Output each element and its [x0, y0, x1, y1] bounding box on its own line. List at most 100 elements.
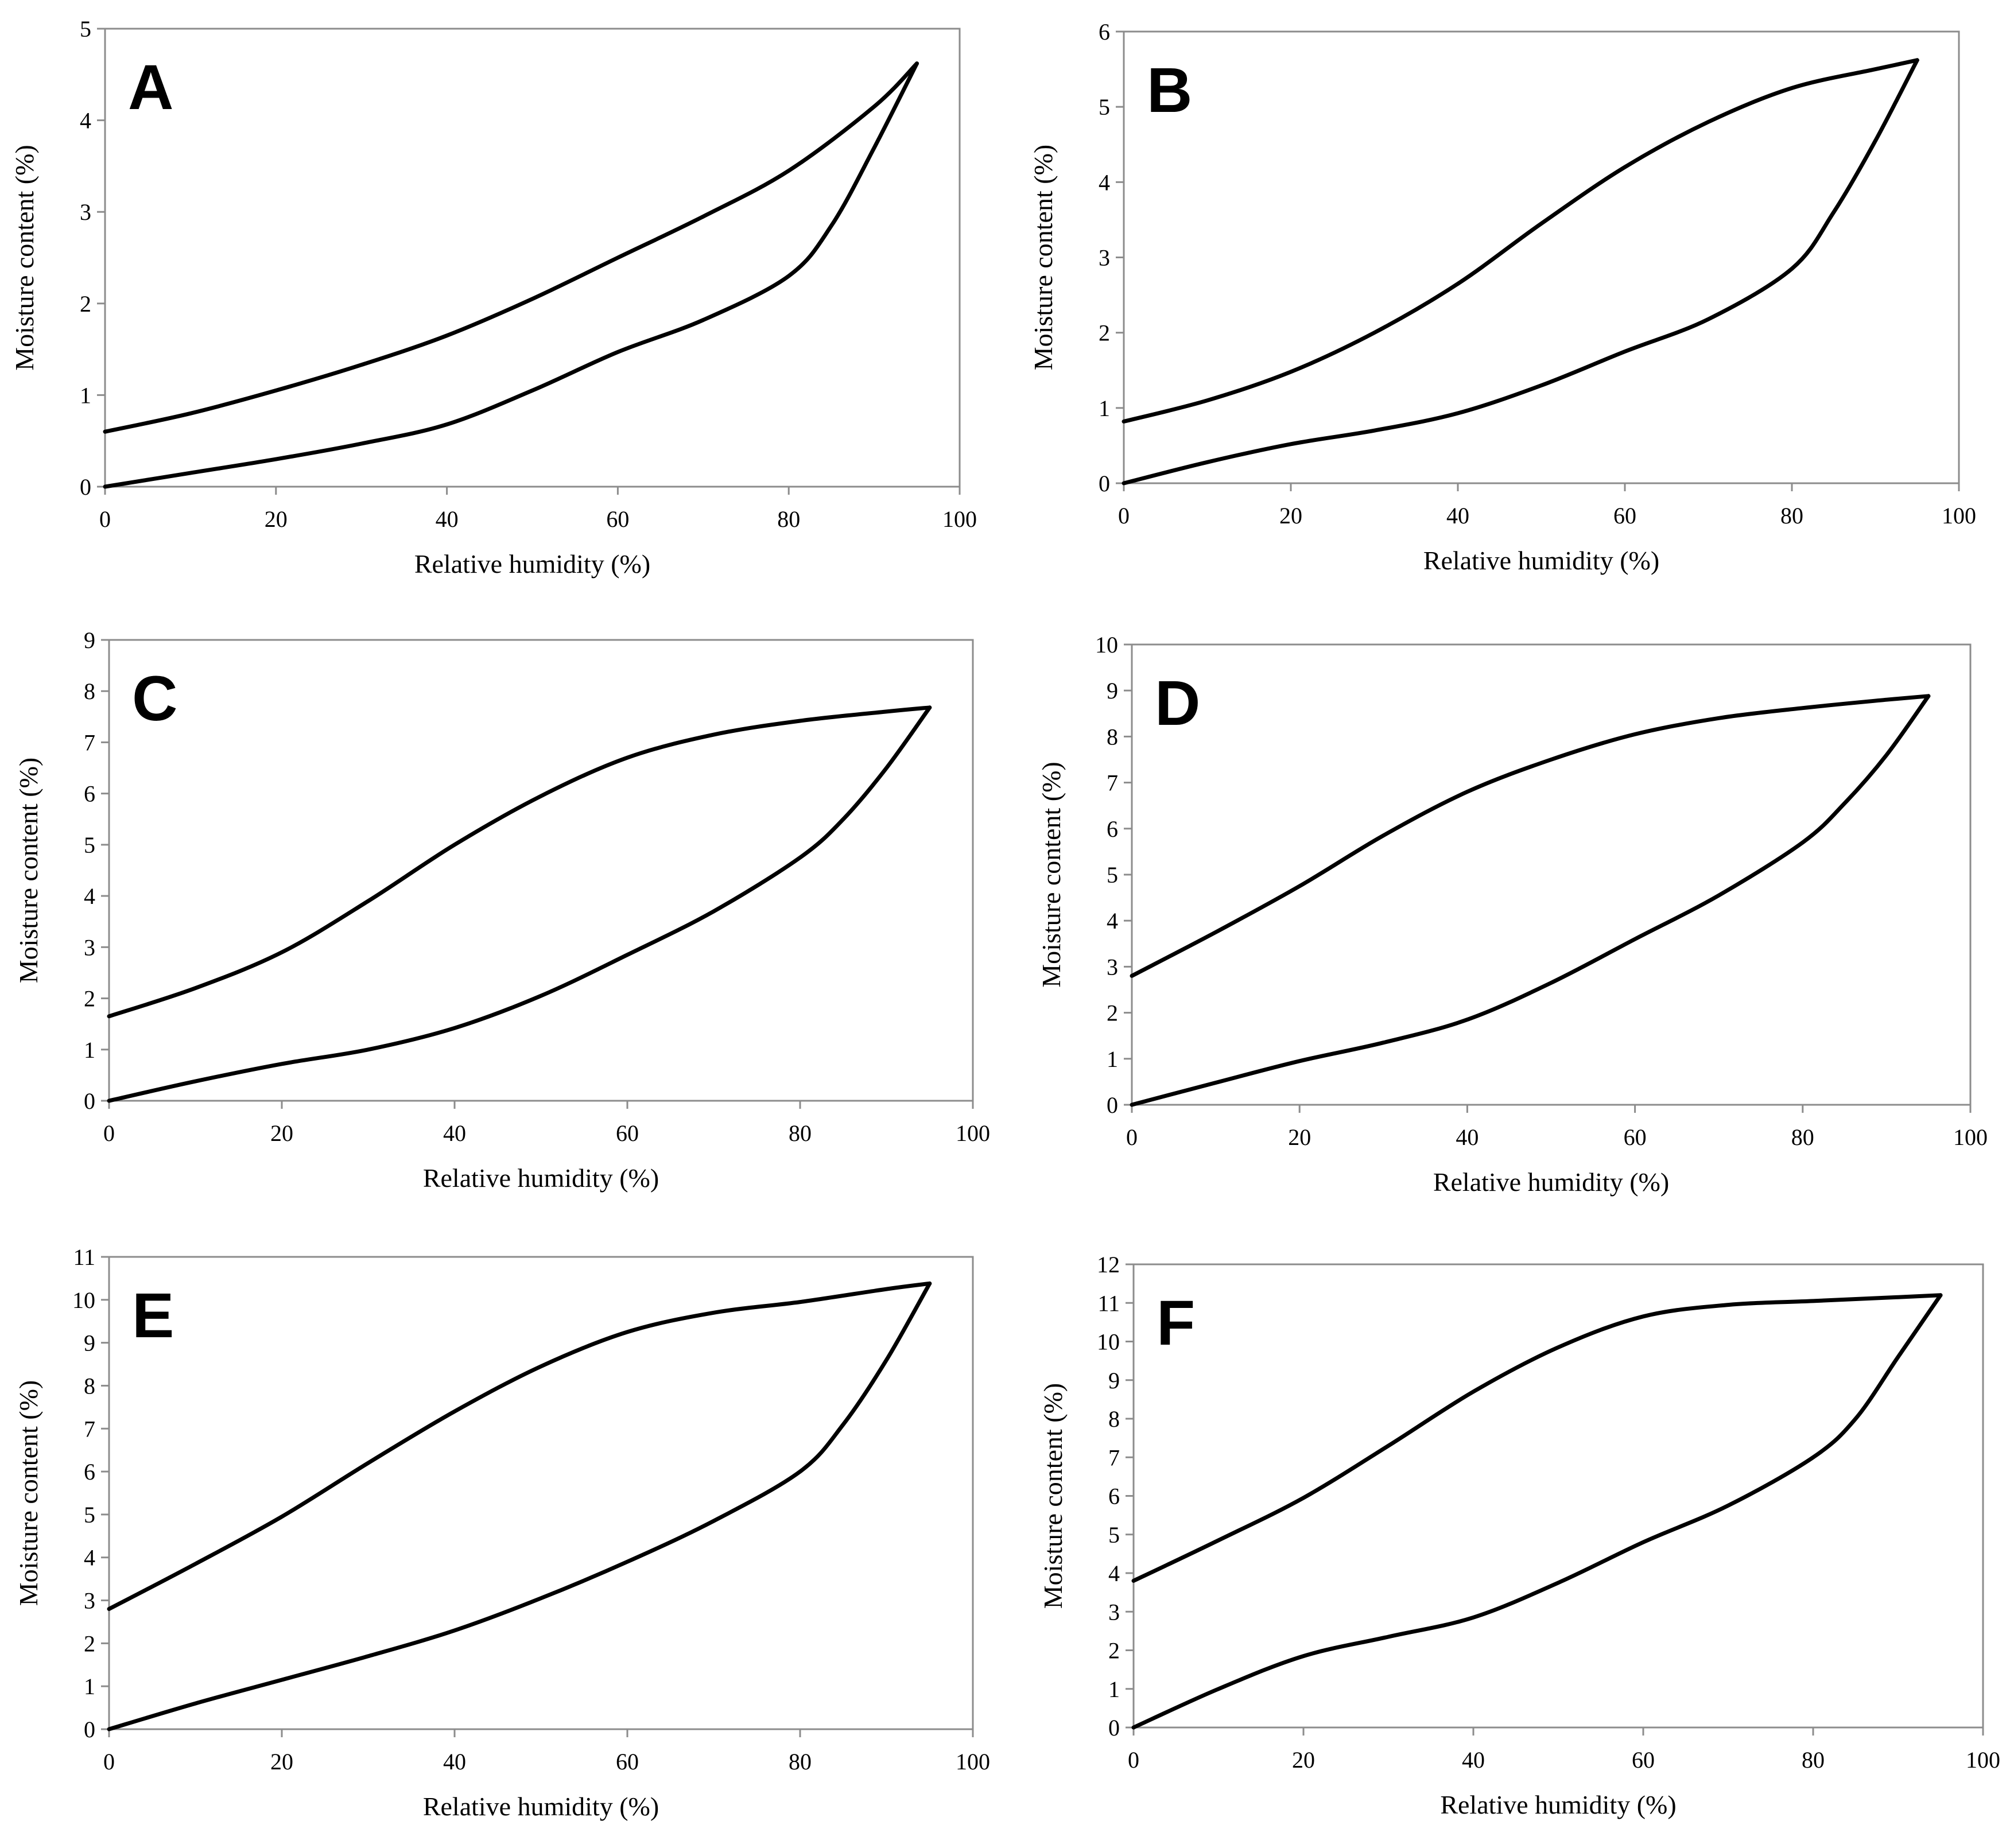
x-tick-label: 20: [270, 1120, 293, 1146]
y-tick-label: 3: [1108, 1599, 1120, 1625]
y-tick-label: 1: [84, 1037, 95, 1063]
x-tick-label: 40: [443, 1120, 466, 1146]
plot-area-frame: [1131, 643, 1972, 1106]
panel-label: E: [132, 1280, 174, 1351]
panel-label: F: [1157, 1288, 1195, 1358]
y-tick-label: 5: [1107, 862, 1118, 888]
panel-e: 0 1 2 3 4 5 6 7 8 9 10 11 0 20 40 60 80 100 Relative humid…: [14, 1244, 990, 1821]
y-tick-label: 8: [1107, 724, 1118, 750]
x-axis-title: Relative humidity (%): [423, 1163, 659, 1193]
x-tick-label: 80: [1791, 1124, 1814, 1150]
y-tick-label: 3: [84, 934, 95, 960]
x-tick-label: 60: [1624, 1124, 1647, 1150]
y-tick-label: 2: [84, 986, 95, 1012]
y-tick-label: 8: [1108, 1406, 1120, 1432]
x-tick-label: 0: [99, 506, 111, 532]
y-tick-label: 3: [84, 1588, 95, 1614]
y-tick-label: 0: [84, 1088, 95, 1114]
y-tick-label: 4: [84, 1545, 95, 1571]
y-tick-label: 1: [80, 382, 91, 408]
x-tick-label: 40: [1446, 503, 1469, 529]
y-tick-label: 6: [84, 1459, 95, 1485]
x-tick-label: 60: [1613, 503, 1636, 529]
x-tick-label: 100: [1966, 1747, 2000, 1773]
x-tick-label: 100: [1953, 1124, 1988, 1150]
x-tick-label: 100: [956, 1120, 990, 1146]
y-tick-label: 0: [80, 474, 91, 500]
panel-label: B: [1147, 55, 1192, 126]
y-tick-label: 4: [1107, 908, 1118, 934]
desorption-curve: [103, 61, 919, 434]
x-tick-label: 0: [103, 1749, 115, 1775]
y-tick-label: 6: [84, 781, 95, 807]
x-tick-label: 80: [789, 1749, 812, 1775]
y-tick-label: 6: [1108, 1484, 1120, 1509]
y-tick-label: 8: [84, 1373, 95, 1399]
y-tick-label: 1: [1099, 395, 1110, 421]
plot-area-frame: [108, 1256, 974, 1730]
x-tick-label: 80: [1802, 1747, 1825, 1773]
adsorption-curve: [107, 1281, 932, 1731]
y-tick-label: 3: [1107, 954, 1118, 980]
y-tick-label: 4: [84, 883, 95, 909]
adsorption-curve: [1130, 694, 1931, 1107]
y-tick-label: 2: [1108, 1638, 1120, 1664]
y-axis-title: Moisture content (%): [1029, 145, 1058, 370]
x-tick-label: 60: [606, 506, 629, 532]
x-tick-label: 0: [1118, 503, 1130, 529]
y-axis-title: Moisture content (%): [14, 1380, 43, 1606]
y-tick-label: 8: [84, 678, 95, 704]
x-tick-label: 60: [616, 1749, 639, 1775]
panel-label: A: [128, 52, 173, 123]
x-tick-label: 0: [1128, 1747, 1139, 1773]
desorption-curve: [1130, 694, 1931, 978]
y-tick-label: 9: [1108, 1368, 1120, 1393]
plot-area-frame: [104, 28, 961, 488]
y-tick-label: 0: [1108, 1715, 1120, 1741]
x-tick-label: 20: [265, 506, 288, 532]
x-tick-label: 40: [436, 506, 459, 532]
adsorption-curve: [1131, 1293, 1943, 1730]
x-tick-label: 20: [1279, 503, 1302, 529]
y-tick-label: 5: [1099, 94, 1110, 120]
desorption-curve: [107, 705, 932, 1019]
panel-label: D: [1155, 668, 1200, 739]
y-tick-label: 0: [84, 1717, 95, 1742]
y-tick-label: 3: [1099, 245, 1110, 271]
y-tick-label: 3: [80, 199, 91, 225]
x-axis-title: Relative humidity (%): [1423, 546, 1659, 575]
x-axis-title: Relative humidity (%): [1440, 1790, 1676, 1819]
y-tick-label: 7: [84, 729, 95, 755]
x-tick-label: 100: [942, 506, 977, 532]
y-axis-title: Moisture content (%): [14, 758, 43, 983]
y-tick-label: 0: [1099, 471, 1110, 496]
x-tick-label: 80: [789, 1120, 812, 1146]
y-tick-label: 7: [84, 1416, 95, 1442]
plot-area-frame: [1132, 1263, 1984, 1729]
y-tick-label: 10: [72, 1287, 95, 1313]
y-tick-label: 1: [1107, 1046, 1118, 1072]
x-axis-title: Relative humidity (%): [423, 1792, 659, 1821]
y-tick-label: 4: [80, 108, 91, 134]
x-tick-label: 80: [1780, 503, 1803, 529]
y-axis-title: Moisture content (%): [1037, 762, 1066, 987]
y-tick-label: 5: [1108, 1522, 1120, 1548]
desorption-curve: [1122, 58, 1919, 424]
y-axis-title: Moisture content (%): [10, 145, 39, 370]
x-tick-label: 60: [616, 1120, 639, 1146]
x-tick-label: 0: [103, 1120, 115, 1146]
y-tick-label: 2: [1099, 320, 1110, 346]
desorption-curve: [107, 1281, 932, 1611]
desorption-curve: [1131, 1293, 1943, 1583]
x-tick-label: 20: [1292, 1747, 1315, 1773]
adsorption-curve: [1122, 58, 1919, 486]
x-tick-label: 40: [1462, 1747, 1485, 1773]
y-tick-label: 9: [1107, 678, 1118, 704]
y-tick-label: 4: [1099, 169, 1110, 195]
y-tick-label: 5: [80, 16, 91, 42]
x-tick-label: 20: [1288, 1124, 1311, 1150]
